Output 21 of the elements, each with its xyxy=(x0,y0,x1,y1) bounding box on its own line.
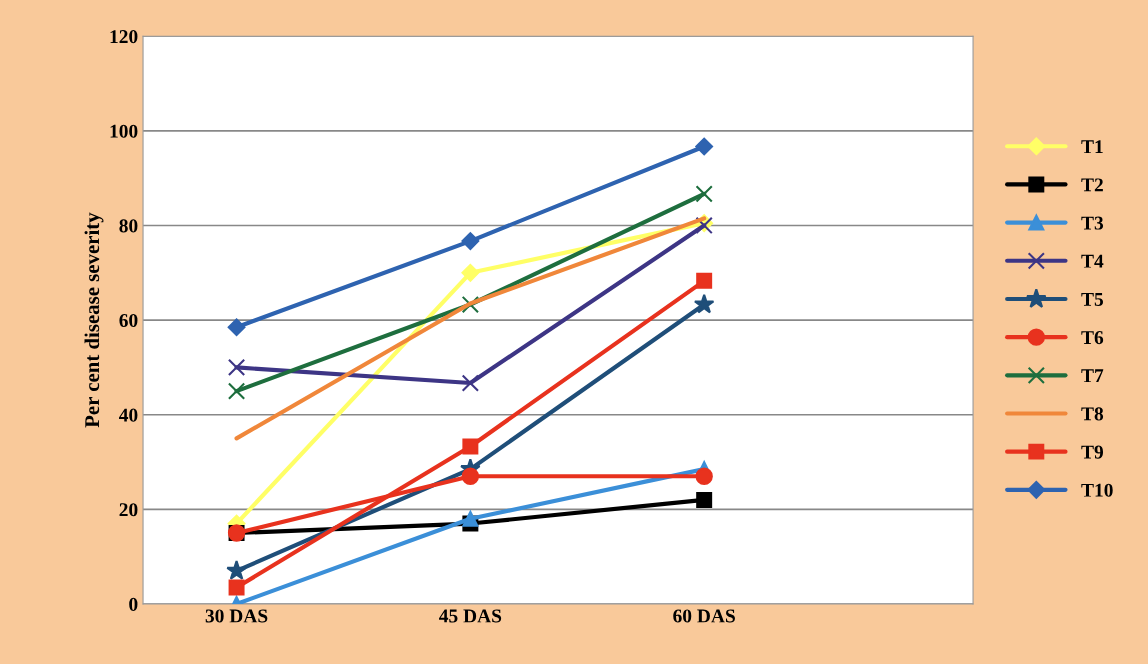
legend-label: T4 xyxy=(1081,254,1104,268)
legend-label: T2 xyxy=(1081,178,1103,192)
legend-label: T3 xyxy=(1081,216,1104,230)
legend-label: T10 xyxy=(1081,483,1113,497)
y-tick-label: 0 xyxy=(129,597,138,611)
legend-label: T5 xyxy=(1081,293,1104,306)
x-tick-label: 45 DAS xyxy=(439,609,502,623)
y-tick-label: 120 xyxy=(110,30,138,44)
y-tick-label: 40 xyxy=(119,408,138,422)
legend-label: T8 xyxy=(1081,407,1104,421)
legend-label: T7 xyxy=(1081,369,1104,383)
y-tick-label: 80 xyxy=(119,219,138,233)
y-tick-label: 20 xyxy=(119,503,138,517)
x-tick-label: 60 DAS xyxy=(673,609,735,623)
legend-label: T6 xyxy=(1081,331,1104,345)
legend-label: T1 xyxy=(1081,140,1103,154)
y-tick-label: 100 xyxy=(110,124,138,138)
y-tick-label: 60 xyxy=(119,313,138,328)
legend-label: T9 xyxy=(1081,445,1104,459)
x-tick-label: 30 DAS xyxy=(205,609,268,623)
y-axis-title: Per cent disease severity xyxy=(84,212,104,428)
